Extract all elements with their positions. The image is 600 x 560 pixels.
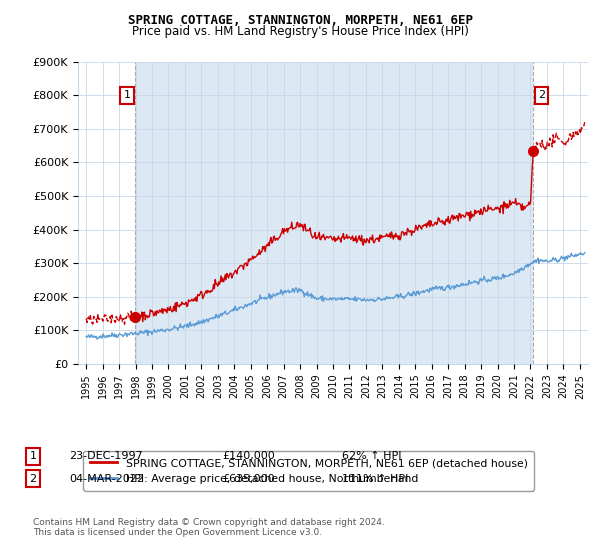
Legend: SPRING COTTAGE, STANNINGTON, MORPETH, NE61 6EP (detached house), HPI: Average pr: SPRING COTTAGE, STANNINGTON, MORPETH, NE… — [83, 451, 534, 491]
Text: 23-DEC-1997: 23-DEC-1997 — [69, 451, 143, 461]
Text: 62% ↑ HPI: 62% ↑ HPI — [342, 451, 401, 461]
Text: Contains HM Land Registry data © Crown copyright and database right 2024.
This d: Contains HM Land Registry data © Crown c… — [33, 518, 385, 538]
Text: SPRING COTTAGE, STANNINGTON, MORPETH, NE61 6EP: SPRING COTTAGE, STANNINGTON, MORPETH, NE… — [128, 14, 473, 27]
Text: £635,000: £635,000 — [222, 474, 275, 484]
Text: 2: 2 — [29, 474, 37, 484]
Text: 111% ↑ HPI: 111% ↑ HPI — [342, 474, 409, 484]
Text: 1: 1 — [124, 90, 130, 100]
Text: £140,000: £140,000 — [222, 451, 275, 461]
Text: 2: 2 — [538, 90, 545, 100]
Text: Price paid vs. HM Land Registry's House Price Index (HPI): Price paid vs. HM Land Registry's House … — [131, 25, 469, 38]
Bar — [135, 62, 533, 364]
Text: 1: 1 — [29, 451, 37, 461]
Text: 04-MAR-2022: 04-MAR-2022 — [69, 474, 144, 484]
